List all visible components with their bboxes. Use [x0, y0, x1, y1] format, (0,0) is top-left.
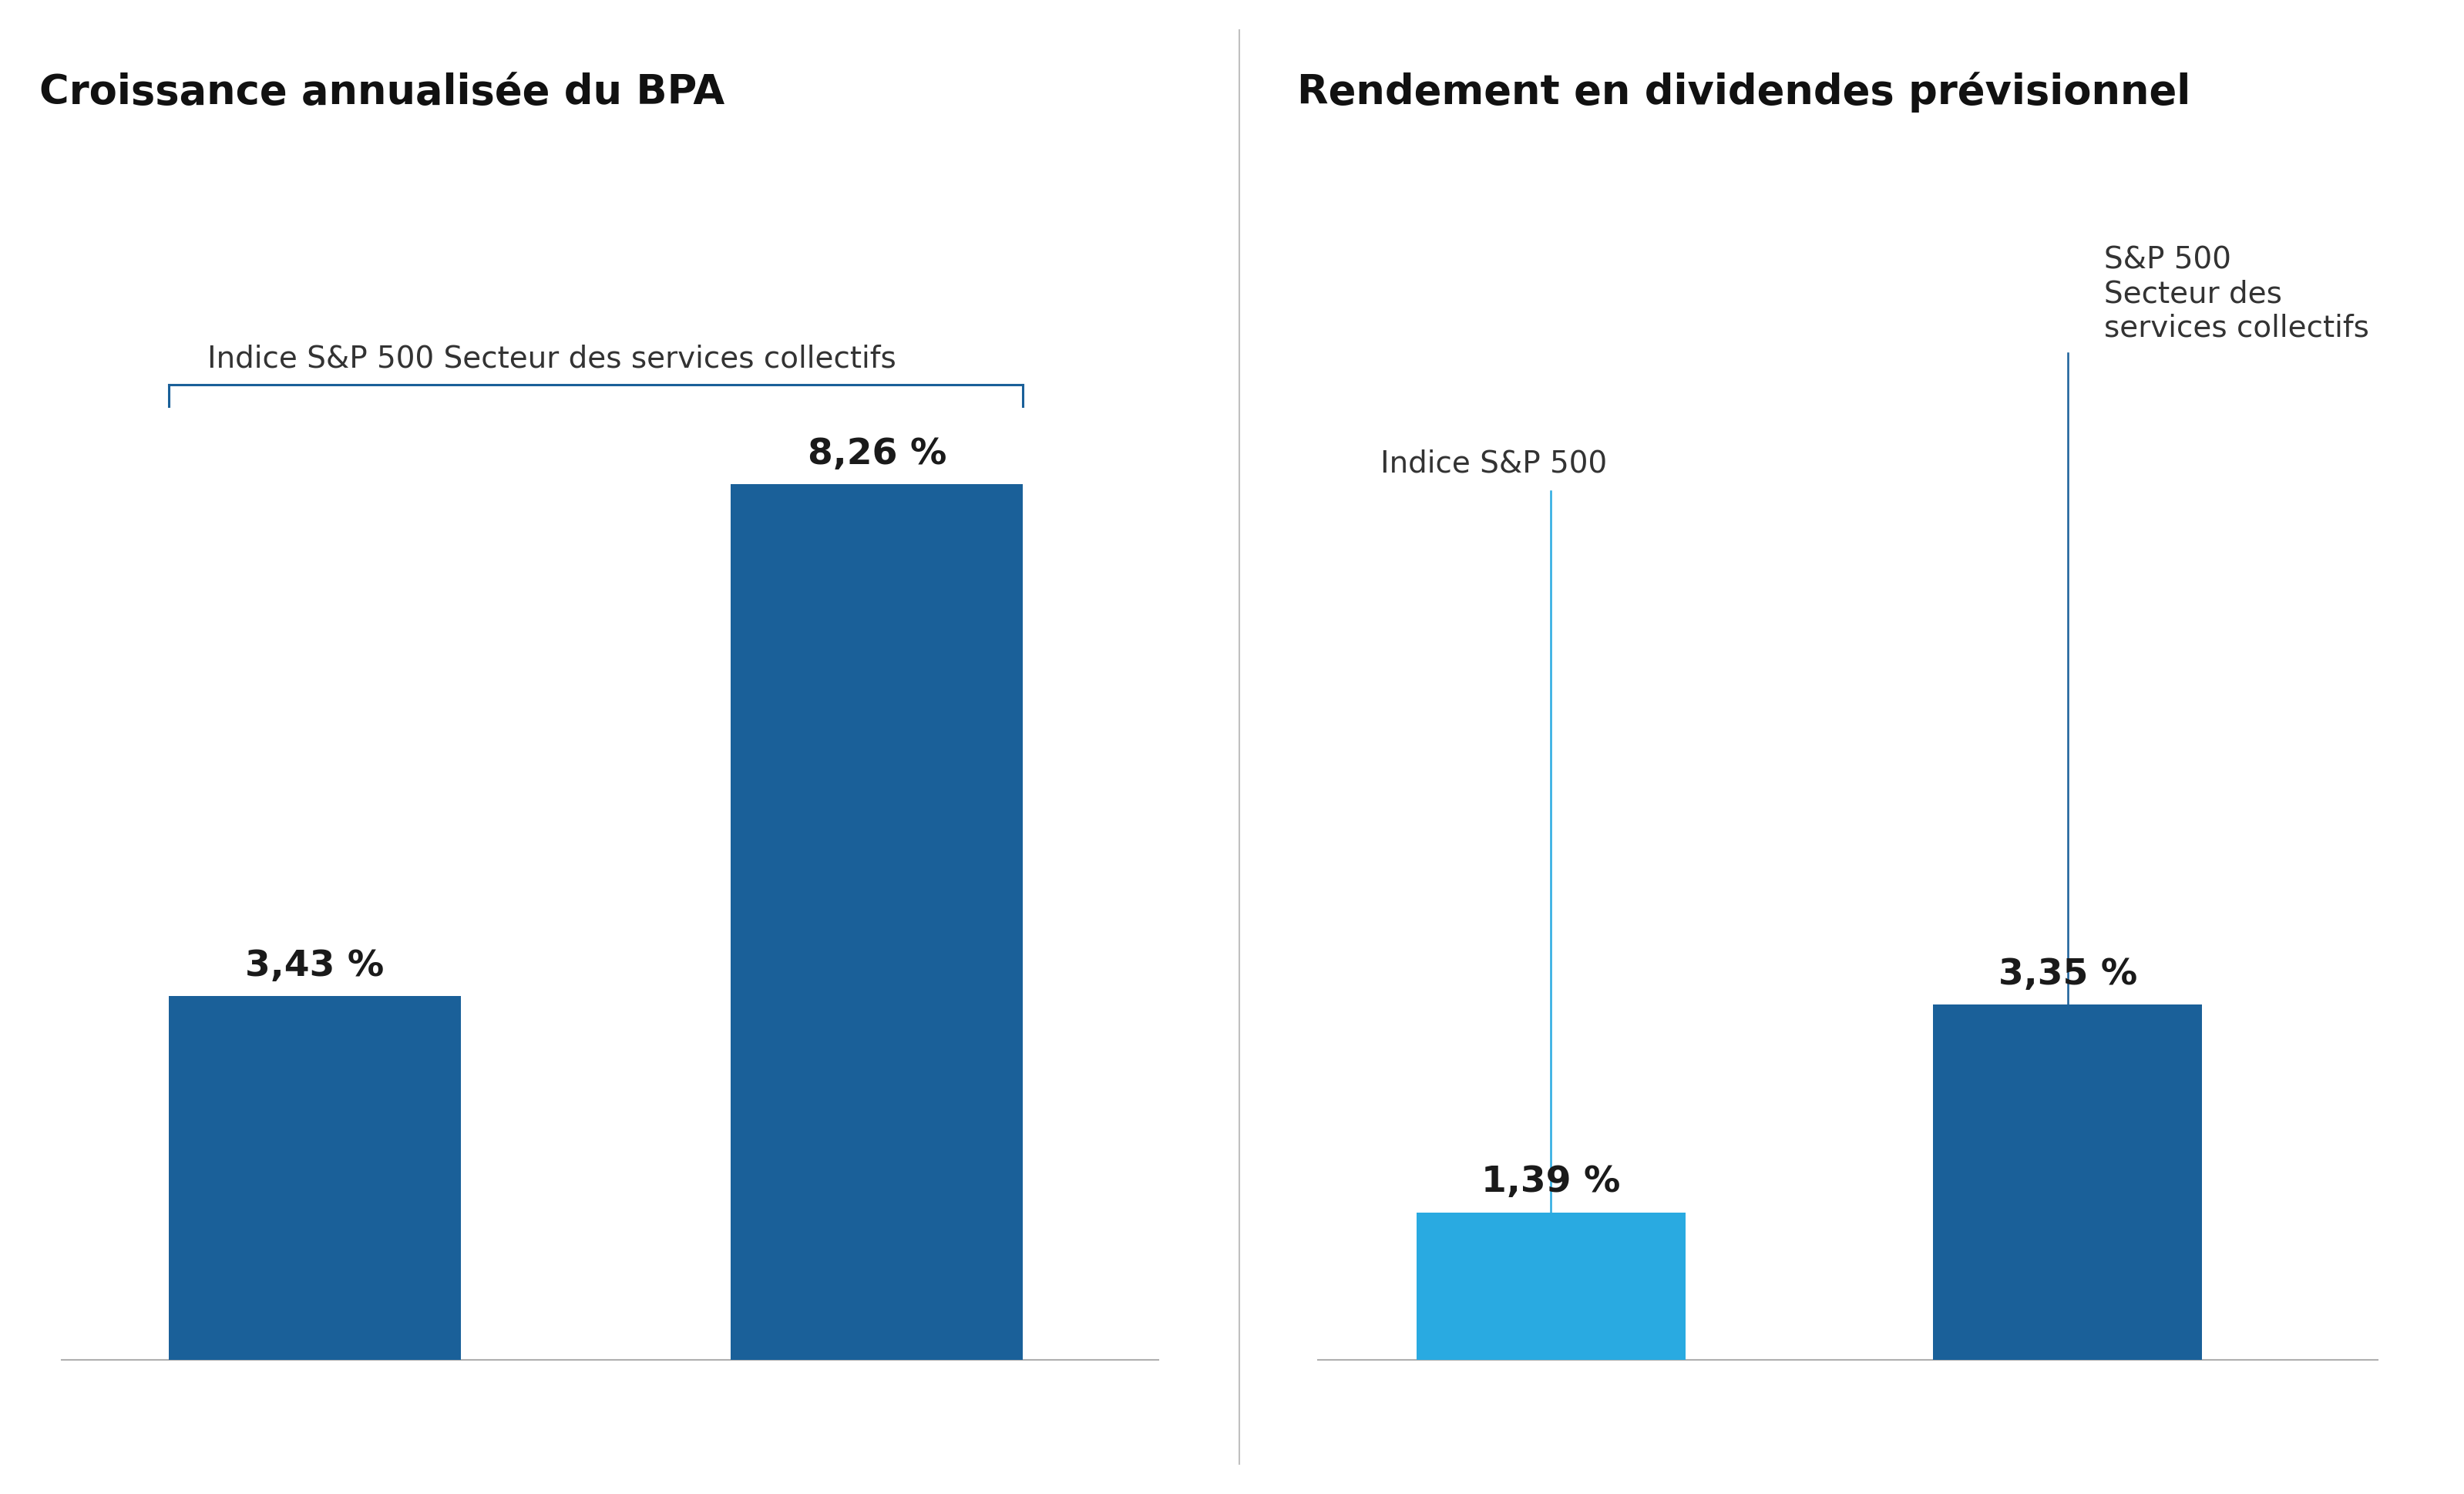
Text: Indice S&P 500 Secteur des services collectifs: Indice S&P 500 Secteur des services coll…: [207, 345, 897, 374]
Text: 8,26 %: 8,26 %: [808, 438, 946, 472]
Text: Rendement en dividendes prévisionnel: Rendement en dividendes prévisionnel: [1296, 72, 2190, 112]
Text: 1,39 %: 1,39 %: [1481, 1165, 1621, 1200]
Bar: [732, 484, 1023, 1360]
Text: Indice S&P 500: Indice S&P 500: [1380, 448, 1607, 478]
Text: Croissance annualisée du BPA: Croissance annualisée du BPA: [39, 73, 724, 112]
Text: 3,35 %: 3,35 %: [1998, 958, 2136, 992]
Text: S&P 500
Secteur des
services collectifs: S&P 500 Secteur des services collectifs: [2104, 245, 2368, 342]
Bar: [1934, 1004, 2203, 1360]
Bar: [168, 996, 461, 1360]
Bar: [1417, 1212, 1685, 1360]
Text: 3,43 %: 3,43 %: [246, 949, 384, 983]
